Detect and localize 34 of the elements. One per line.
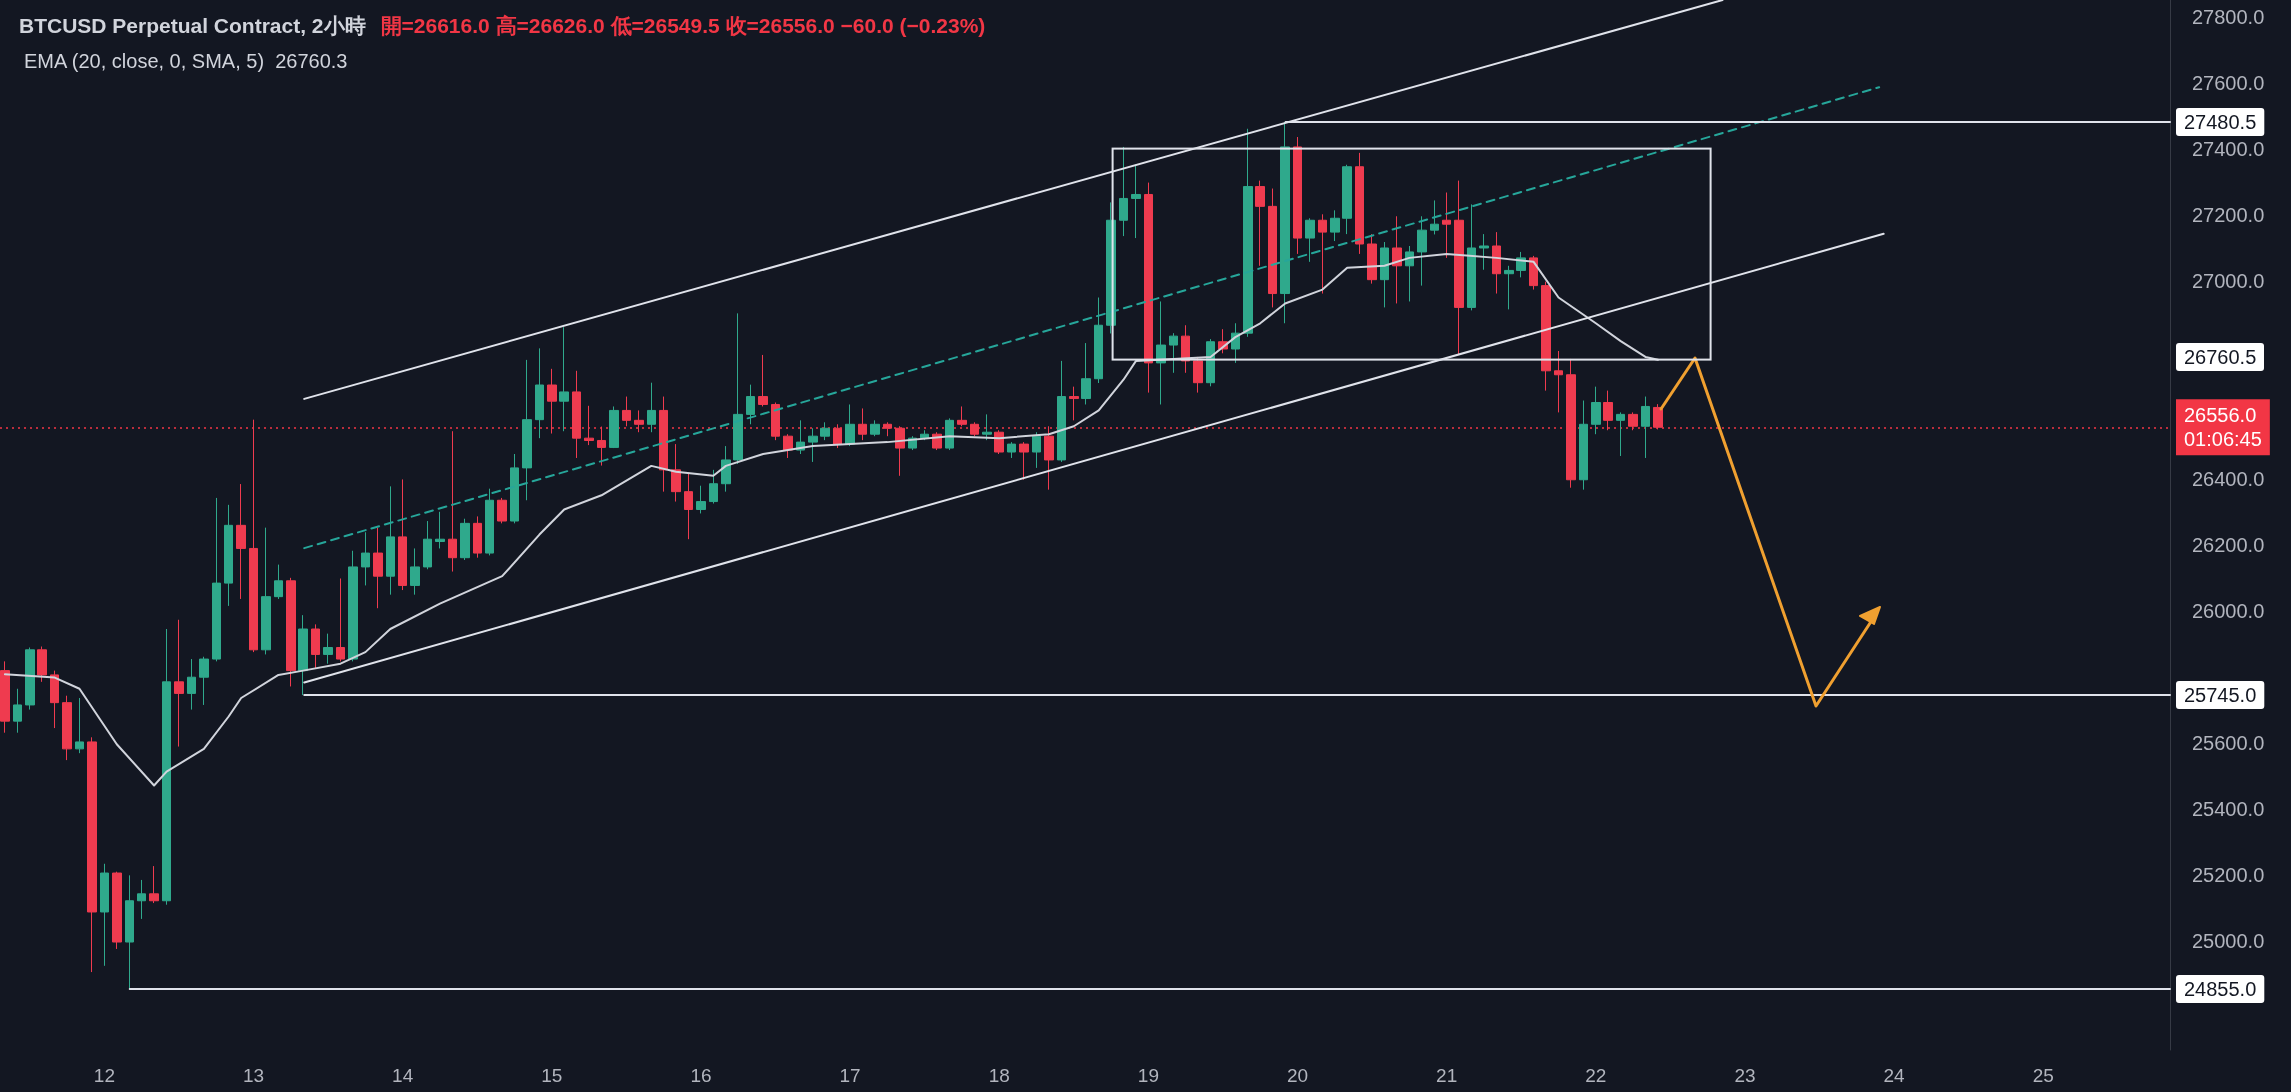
y-tick-label: 25600.0 (2192, 731, 2265, 754)
x-tick-label: 13 (242, 1065, 265, 1086)
y-tick-label: 25000.0 (2192, 930, 2265, 953)
text: EMA (20, close, 0, SMA, 5) 26760.3 (24, 50, 348, 72)
text: BTCUSD Perpetual Contract, 2小時 (19, 14, 366, 37)
text: 開=26616.0 高=26626.0 低=26549.5 收=26556.0 −60.0 (−0.23%) (380, 14, 986, 37)
x-tick-label: 25 (2032, 1065, 2054, 1086)
x-tick-label: 21 (1436, 1065, 1458, 1086)
y-tick-label: 26400.0 (2192, 467, 2265, 490)
y-tick-label: 27000.0 (2192, 269, 2265, 292)
y-tick-label: 25200.0 (2192, 864, 2265, 886)
y-tick-label: 27800.0 (2192, 5, 2265, 28)
x-tick-label: 12 (93, 1065, 115, 1086)
text: 26760.5 (2176, 343, 2265, 371)
x-tick-label: 17 (839, 1065, 861, 1086)
x-tick-label: 14 (392, 1065, 414, 1086)
x-tick-label: 16 (690, 1065, 712, 1086)
data-label: 27480.5 (2184, 111, 2257, 133)
y-tick-label: 27400.0 (2192, 137, 2265, 160)
ref-line-label: 26556.0 01:06:45 (2184, 404, 2262, 451)
x-tick-label: 15 (541, 1065, 563, 1086)
x-tick-label: 22 (1585, 1065, 1607, 1086)
x-tick-label: 24 (1883, 1065, 1906, 1086)
data-label: 24855.0 (2184, 977, 2257, 1000)
x-tick-label: 23 (1734, 1065, 1756, 1086)
y-tick-label: 25400.0 (2192, 797, 2265, 820)
y-tick-label: 26000.0 (2192, 599, 2265, 622)
data-label: 25745.0 (2184, 684, 2257, 707)
y-tick-label: 26200.0 (2192, 533, 2265, 556)
x-tick-label: 20 (1286, 1065, 1309, 1086)
x-tick-label: 18 (988, 1065, 1010, 1086)
y-tick-label: 27600.0 (2192, 71, 2265, 94)
x-tick-label: 19 (1137, 1065, 1159, 1086)
y-tick-label: 27200.0 (2192, 203, 2265, 226)
